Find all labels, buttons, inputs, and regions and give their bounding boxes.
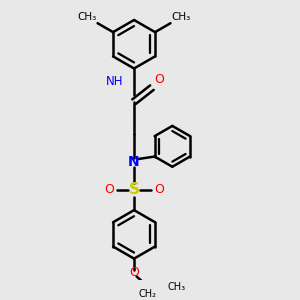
- Text: CH₂: CH₂: [138, 289, 156, 298]
- Text: CH₃: CH₃: [77, 12, 96, 22]
- Text: O: O: [154, 183, 164, 196]
- Text: CH₃: CH₃: [168, 282, 186, 292]
- Text: O: O: [104, 183, 114, 196]
- Text: O: O: [129, 266, 139, 279]
- Text: N: N: [128, 155, 140, 169]
- Text: S: S: [128, 182, 140, 197]
- Text: O: O: [154, 73, 164, 86]
- Text: NH: NH: [106, 75, 123, 88]
- Text: CH₃: CH₃: [172, 12, 191, 22]
